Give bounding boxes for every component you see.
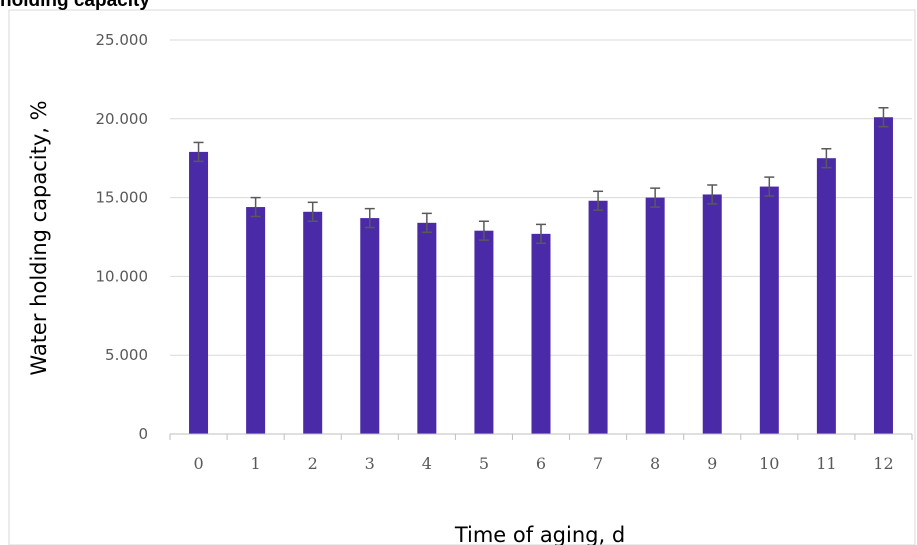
x-tick-label: 5 — [479, 454, 489, 473]
x-tick-label: 7 — [593, 454, 603, 473]
x-tick-label: 12 — [873, 454, 893, 473]
bar — [360, 218, 380, 434]
bar — [759, 186, 779, 434]
x-tick-label: 9 — [707, 454, 717, 473]
bar — [417, 222, 437, 434]
bar — [873, 117, 893, 434]
error-bars — [193, 107, 889, 245]
x-tick-label: 4 — [422, 454, 432, 473]
x-tick-label: 6 — [536, 454, 546, 473]
y-tick-label: 5.000 — [105, 346, 148, 364]
x-tick-label: 1 — [251, 454, 261, 473]
bar — [189, 151, 209, 434]
y-tick-label: 0 — [138, 425, 148, 443]
x-axis: 0 1 2 3 4 5 6 7 8 9 10 11 12 — [169, 433, 913, 473]
x-tick-label: 8 — [650, 454, 660, 473]
x-tick-label: 3 — [365, 454, 375, 473]
y-tick-label: 25.000 — [96, 31, 149, 49]
bar — [531, 233, 551, 434]
bars — [189, 117, 893, 434]
y-tick-label: 10.000 — [96, 267, 149, 285]
x-tick-label: 2 — [308, 454, 318, 473]
chart-title: holding capacity — [0, 0, 150, 11]
bar — [246, 207, 266, 434]
bar — [303, 211, 323, 434]
bar — [474, 230, 494, 434]
bar — [702, 194, 722, 434]
x-tick-label: 10 — [759, 454, 779, 473]
y-tick-label: 20.000 — [96, 110, 149, 128]
y-tick-label: 15.000 — [96, 189, 149, 207]
y-axis-ticks: 0 5.000 10.000 15.000 20.000 25.000 — [96, 31, 149, 443]
x-axis-title: Time of aging, d — [454, 523, 625, 545]
x-tick-label: 0 — [193, 454, 203, 473]
bar — [816, 158, 836, 434]
x-tick-label: 11 — [816, 454, 836, 473]
y-axis-title: Water holding capacity, % — [27, 100, 51, 375]
bar — [645, 197, 665, 434]
bar — [588, 200, 608, 434]
